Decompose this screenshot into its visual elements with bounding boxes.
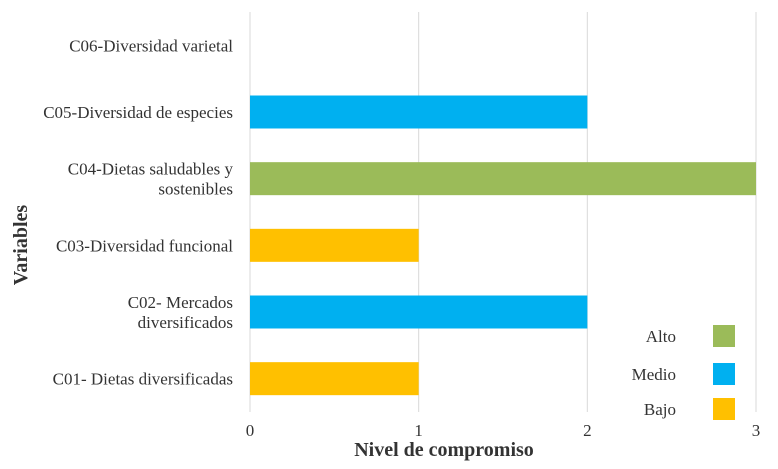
legend-label: Bajo [644, 400, 676, 419]
bar [250, 295, 588, 329]
x-axis-title: Nivel de compromiso [354, 439, 534, 461]
category-label: C01- Dietas diversificadas [53, 370, 233, 389]
x-tick-labels: 0 1 2 3 [246, 421, 761, 440]
category-label: sostenibles [158, 180, 233, 199]
legend-swatch [713, 398, 735, 420]
gridlines [249, 12, 757, 412]
category-label: C03-Diversidad funcional [56, 236, 233, 255]
legend-label: Medio [632, 365, 676, 384]
category-labels: C06-Diversidad varietal C05-Diversidad de… [43, 36, 233, 388]
bar [250, 228, 419, 262]
bar [250, 362, 419, 396]
x-tick-label: 3 [752, 421, 761, 440]
bars [250, 95, 756, 396]
category-label: diversificados [138, 313, 233, 332]
legend-swatch [713, 325, 735, 347]
category-label: C02- Mercados [128, 293, 233, 312]
bar [250, 162, 756, 196]
category-label: C04-Dietas saludables y [68, 160, 234, 179]
bar [250, 95, 588, 129]
legend: Alto Medio Bajo [632, 325, 735, 420]
legend-swatch [713, 363, 735, 385]
category-label: C05-Diversidad de especies [43, 103, 233, 122]
x-tick-label: 2 [583, 421, 592, 440]
x-tick-label: 1 [414, 421, 423, 440]
y-axis-title: Variables [10, 205, 32, 286]
x-tick-label: 0 [246, 421, 255, 440]
category-label: C06-Diversidad varietal [69, 36, 233, 55]
legend-label: Alto [646, 327, 676, 346]
